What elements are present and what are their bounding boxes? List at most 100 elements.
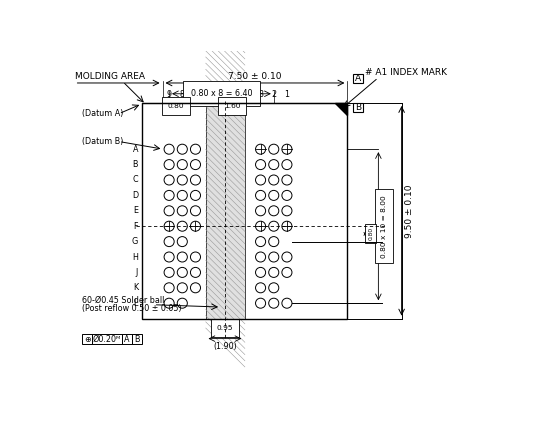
Circle shape: [177, 206, 187, 216]
Text: (Post reflow 0.50 ± 0.05): (Post reflow 0.50 ± 0.05): [83, 304, 182, 313]
Text: A: A: [124, 335, 130, 344]
Text: H: H: [132, 252, 138, 262]
Text: MOLDING AREA: MOLDING AREA: [74, 72, 144, 81]
Circle shape: [255, 221, 266, 231]
Circle shape: [164, 190, 174, 200]
Circle shape: [177, 190, 187, 200]
Circle shape: [190, 252, 201, 262]
Bar: [142, 103, 347, 319]
Text: 1: 1: [284, 90, 289, 99]
Text: 9.50 ± 0.10: 9.50 ± 0.10: [405, 184, 414, 238]
Circle shape: [177, 283, 187, 293]
Circle shape: [190, 283, 201, 293]
Circle shape: [269, 144, 279, 154]
Text: # A1 INDEX MARK: # A1 INDEX MARK: [365, 68, 447, 77]
Bar: [122, 334, 132, 344]
Text: 60-Ø0.45 Solder ball: 60-Ø0.45 Solder ball: [83, 295, 165, 305]
Text: 5: 5: [223, 90, 228, 99]
Circle shape: [190, 175, 201, 185]
Circle shape: [164, 144, 174, 154]
Circle shape: [255, 283, 266, 293]
Text: 4: 4: [236, 90, 241, 99]
Text: 1.60: 1.60: [224, 103, 241, 109]
Text: 0.80: 0.80: [167, 103, 184, 109]
Circle shape: [164, 221, 174, 231]
Circle shape: [177, 237, 187, 246]
Text: 0.80: 0.80: [368, 227, 373, 241]
Circle shape: [255, 160, 266, 170]
Text: (1.90): (1.90): [213, 342, 237, 351]
Circle shape: [269, 298, 279, 308]
Text: Ø0.20ᴹ: Ø0.20ᴹ: [93, 335, 121, 344]
Text: 0.80 x 8 = 6.40: 0.80 x 8 = 6.40: [191, 89, 252, 98]
Circle shape: [177, 160, 187, 170]
Circle shape: [282, 252, 292, 262]
Polygon shape: [335, 103, 347, 115]
Text: 7: 7: [193, 90, 198, 99]
Circle shape: [269, 190, 279, 200]
Text: 0.95: 0.95: [217, 325, 233, 331]
Bar: [353, 103, 363, 112]
Text: B: B: [134, 335, 139, 344]
Text: D: D: [132, 191, 138, 200]
Circle shape: [190, 268, 201, 277]
Text: (Datum A): (Datum A): [83, 109, 124, 118]
Circle shape: [164, 268, 174, 277]
Text: C: C: [132, 176, 138, 184]
Text: B: B: [355, 103, 361, 112]
Circle shape: [190, 160, 201, 170]
Circle shape: [282, 268, 292, 277]
Text: 6: 6: [210, 90, 215, 99]
Circle shape: [269, 206, 279, 216]
Circle shape: [282, 160, 292, 170]
Text: 2: 2: [271, 90, 276, 99]
Circle shape: [177, 268, 187, 277]
Circle shape: [164, 283, 174, 293]
Circle shape: [269, 283, 279, 293]
Text: 0.80 x 10 = 8.00: 0.80 x 10 = 8.00: [381, 195, 387, 257]
Text: B: B: [132, 160, 138, 169]
Circle shape: [164, 298, 174, 308]
Circle shape: [164, 252, 174, 262]
Text: L: L: [134, 299, 138, 308]
Circle shape: [164, 160, 174, 170]
Circle shape: [269, 221, 279, 231]
Text: G: G: [132, 237, 138, 246]
Circle shape: [255, 268, 266, 277]
Circle shape: [282, 298, 292, 308]
Circle shape: [177, 221, 187, 231]
Circle shape: [255, 252, 266, 262]
Bar: [353, 74, 363, 83]
Circle shape: [255, 175, 266, 185]
Circle shape: [269, 237, 279, 246]
Text: A: A: [355, 74, 361, 83]
Bar: [92, 334, 122, 344]
Text: (Datum B): (Datum B): [83, 137, 124, 146]
Circle shape: [269, 160, 279, 170]
Circle shape: [164, 206, 174, 216]
Text: 3: 3: [258, 90, 263, 99]
Circle shape: [177, 252, 187, 262]
Circle shape: [255, 298, 266, 308]
Circle shape: [282, 190, 292, 200]
Circle shape: [282, 206, 292, 216]
Bar: [206, 103, 245, 319]
Text: E: E: [133, 206, 138, 215]
Circle shape: [269, 252, 279, 262]
Circle shape: [164, 175, 174, 185]
Bar: [83, 334, 92, 344]
Text: 9: 9: [167, 90, 172, 99]
Circle shape: [269, 268, 279, 277]
Circle shape: [177, 298, 187, 308]
Circle shape: [255, 206, 266, 216]
Text: K: K: [133, 283, 138, 292]
Bar: [132, 334, 142, 344]
Text: 7.50 ± 0.10: 7.50 ± 0.10: [228, 72, 282, 81]
Circle shape: [282, 144, 292, 154]
Circle shape: [190, 190, 201, 200]
Circle shape: [177, 144, 187, 154]
Text: J: J: [136, 268, 138, 277]
Circle shape: [190, 221, 201, 231]
Circle shape: [190, 144, 201, 154]
Circle shape: [255, 190, 266, 200]
